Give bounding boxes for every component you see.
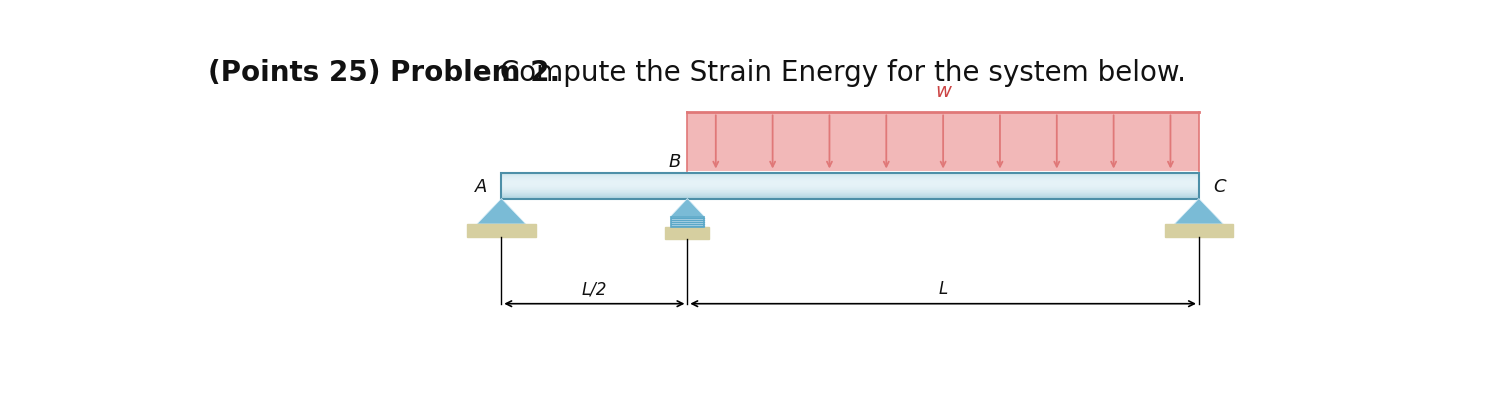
Text: L/2: L/2 — [582, 280, 608, 298]
Polygon shape — [477, 199, 526, 225]
Bar — [687, 113, 1198, 172]
Bar — [501, 187, 1198, 188]
Bar — [670, 218, 704, 227]
Polygon shape — [1174, 199, 1224, 225]
Bar — [1164, 225, 1233, 237]
Bar — [501, 179, 1198, 180]
Bar — [501, 191, 1198, 192]
Bar — [501, 185, 1198, 186]
Bar — [501, 183, 1198, 184]
Bar — [466, 225, 536, 237]
Text: (Points 25) Problem 2.: (Points 25) Problem 2. — [209, 59, 561, 87]
Text: w: w — [934, 82, 951, 101]
Bar — [501, 194, 1198, 195]
Bar — [501, 195, 1198, 196]
Text: Compute the Strain Energy for the system below.: Compute the Strain Energy for the system… — [490, 59, 1186, 87]
Bar — [501, 188, 1198, 189]
Bar — [501, 193, 1198, 194]
Bar — [501, 181, 1198, 182]
Bar — [501, 174, 1198, 175]
Bar — [501, 189, 1198, 190]
Text: A: A — [476, 177, 488, 195]
Bar — [501, 198, 1198, 199]
Bar — [501, 177, 1198, 178]
Text: L: L — [939, 280, 948, 298]
Bar — [501, 173, 1198, 174]
Bar — [501, 173, 1198, 199]
Bar — [501, 190, 1198, 191]
Bar — [501, 178, 1198, 179]
Bar — [501, 186, 1198, 187]
Bar — [501, 180, 1198, 181]
Polygon shape — [670, 199, 705, 218]
Text: C: C — [1214, 177, 1225, 195]
Bar — [501, 197, 1198, 198]
Bar — [501, 192, 1198, 193]
Text: B: B — [668, 152, 681, 171]
Bar — [501, 176, 1198, 177]
Bar — [666, 227, 710, 239]
Bar — [501, 184, 1198, 185]
Bar — [501, 196, 1198, 197]
Bar — [501, 182, 1198, 183]
Bar — [501, 175, 1198, 176]
